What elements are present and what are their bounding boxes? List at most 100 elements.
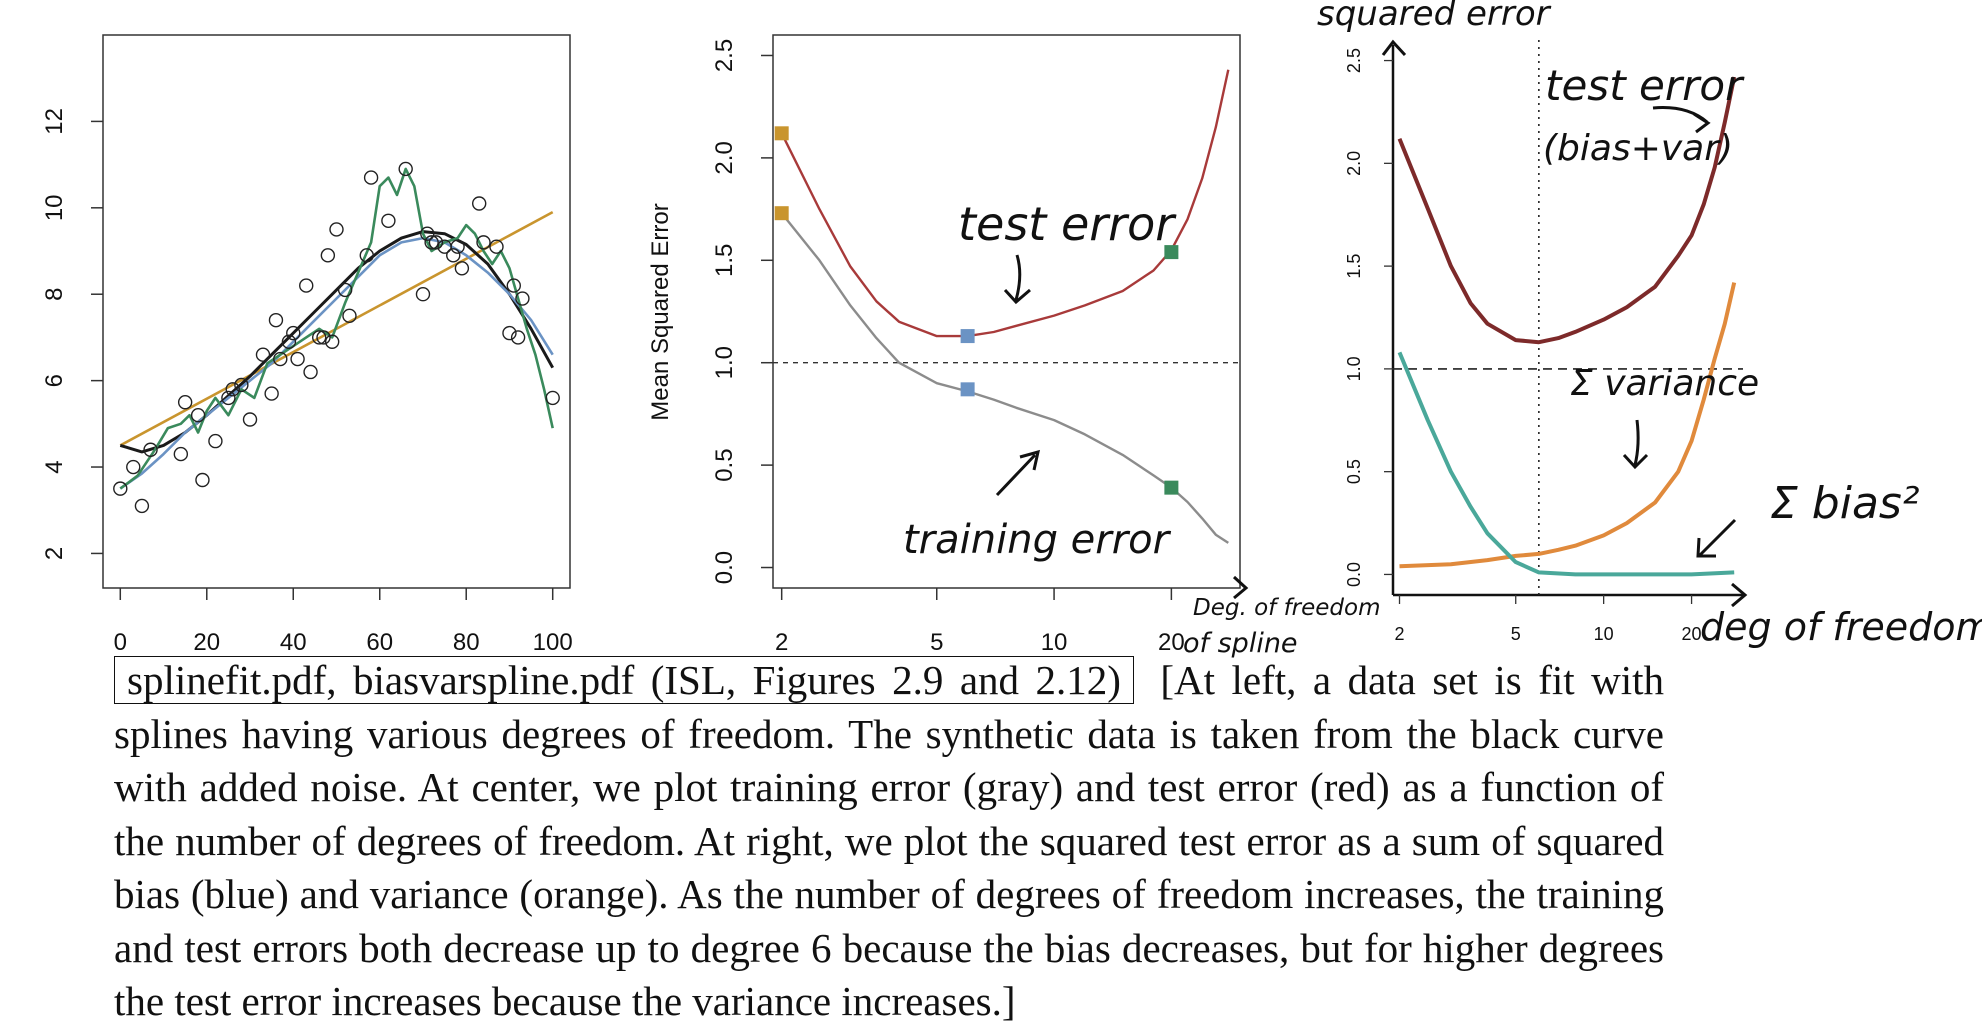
data-point (337, 282, 353, 298)
x-tick-label: 60 (366, 629, 393, 656)
caption-text: [At left, a data set is fit with splines… (114, 657, 1664, 1024)
x-tick-label: 80 (453, 629, 480, 656)
left-plot-frame (102, 34, 571, 589)
fit-curve-2 (119, 236, 554, 490)
data-point (324, 334, 340, 349)
x-tick-label: 20 (1682, 624, 1702, 644)
center-ylabel: Mean Squared Error (647, 203, 674, 420)
right-test-error-annotation-2: (bias+var) (1543, 128, 1733, 169)
data-point (428, 235, 444, 250)
data-point (134, 498, 150, 514)
test-error-curve (1397, 76, 1737, 345)
bias-annotation: Σ bias² (1770, 478, 1919, 529)
data-point (545, 390, 560, 406)
data-point (303, 364, 318, 380)
right-test-error-arrow (1652, 106, 1711, 134)
right-test-error-annotation-1: test error (1545, 61, 1745, 110)
y-tick-label: 0.5 (711, 448, 738, 481)
data-point (312, 330, 327, 345)
data-point (195, 472, 210, 488)
data-point (190, 407, 206, 423)
data-point (299, 278, 314, 293)
x-tick-label: 10 (1594, 624, 1614, 644)
y-tick-label: 1.5 (711, 244, 738, 277)
bias-variance-plot: 2 5 10 20 0.0 0.5 1.0 1.5 2.0 2.5 squared error t… (1317, 0, 1982, 649)
data-point (446, 248, 461, 263)
x-tick-label: 10 (1041, 629, 1068, 656)
y-tick-label: 6 (41, 374, 68, 387)
y-tick-label: 1.0 (711, 346, 738, 379)
error-marker (1164, 245, 1179, 260)
data-point (420, 226, 435, 241)
data-point (177, 395, 193, 410)
error-marker (960, 382, 975, 397)
right-xaxis-arrow (1731, 582, 1748, 608)
data-point (234, 377, 249, 393)
data-point (126, 459, 141, 475)
data-point (415, 287, 431, 302)
data-point (225, 382, 240, 397)
test-error-arrow (1003, 254, 1031, 305)
data-point (471, 196, 487, 211)
data-point (143, 442, 158, 457)
data-point (515, 291, 530, 306)
data-point (268, 312, 284, 328)
left-axis-ticks: 0 20 40 60 80 100 2 4 6 8 10 12 (41, 108, 573, 656)
variance-annotation: Σ variance (1570, 363, 1759, 404)
data-point (424, 235, 439, 250)
y-tick-label: 12 (41, 108, 68, 135)
error-marker (774, 126, 789, 141)
center-plot-frame (772, 34, 1241, 589)
y-tick-label: 2 (41, 547, 68, 560)
y-tick-label: 0.5 (1344, 459, 1364, 484)
y-tick-label: 1.5 (1344, 254, 1364, 279)
data-point (320, 248, 336, 263)
y-tick-label: 0.0 (711, 551, 738, 584)
data-point (502, 325, 517, 341)
data-point (342, 308, 357, 324)
fit-curve-3 (119, 167, 554, 490)
data-point (113, 481, 128, 496)
error-marker (960, 329, 975, 344)
y-tick-label: 8 (41, 288, 68, 301)
x-tick-label: 5 (930, 629, 943, 656)
right-yaxis-arrow (1381, 39, 1407, 57)
data-point (208, 433, 223, 449)
left-plot-curves (119, 167, 555, 490)
y-tick-label: 4 (41, 460, 68, 473)
training-test-error-plot: Mean Squared Error 2 5 10 20 0.0 0.5 1.0 1.5 2.0… (647, 34, 1381, 659)
data-point (221, 390, 236, 406)
data-point (316, 330, 331, 345)
variance-arrow (1622, 419, 1649, 470)
data-point (329, 222, 344, 237)
data-point (398, 161, 413, 177)
error-marker (1164, 480, 1179, 495)
training-error-annotation: training error (903, 517, 1172, 563)
right-axis-ticks: 2 5 10 20 0.0 0.5 1.0 1.5 2.0 2.5 (1344, 40, 1743, 644)
data-point (273, 351, 288, 367)
data-point (359, 248, 374, 263)
data-point (173, 446, 189, 462)
center-xaxis-note-2: of spline (1183, 628, 1298, 659)
data-point (476, 235, 491, 250)
data-point (281, 334, 297, 349)
variance-curve (1399, 282, 1737, 569)
y-tick-label: 2.5 (711, 39, 738, 72)
data-point (290, 351, 305, 367)
data-point (506, 278, 521, 293)
bias-squared-curve (1397, 351, 1735, 577)
x-tick-label: 2 (775, 629, 788, 656)
error-marker (774, 206, 789, 221)
caption-figure-reference: splinefit.pdf, biasvarspline.pdf (ISL, F… (114, 656, 1134, 704)
test-error-curve (780, 69, 1230, 338)
x-tick-label: 100 (533, 629, 573, 656)
center-xaxis-arrow (1232, 575, 1249, 600)
data-point (363, 170, 379, 185)
data-point (450, 239, 465, 254)
x-tick-label: 20 (193, 629, 220, 656)
deg-of-freedom-annotation: deg of freedom (1700, 605, 1982, 649)
data-point (510, 330, 526, 345)
x-tick-label: 0 (114, 629, 127, 656)
y-tick-label: 0.0 (1344, 562, 1364, 587)
